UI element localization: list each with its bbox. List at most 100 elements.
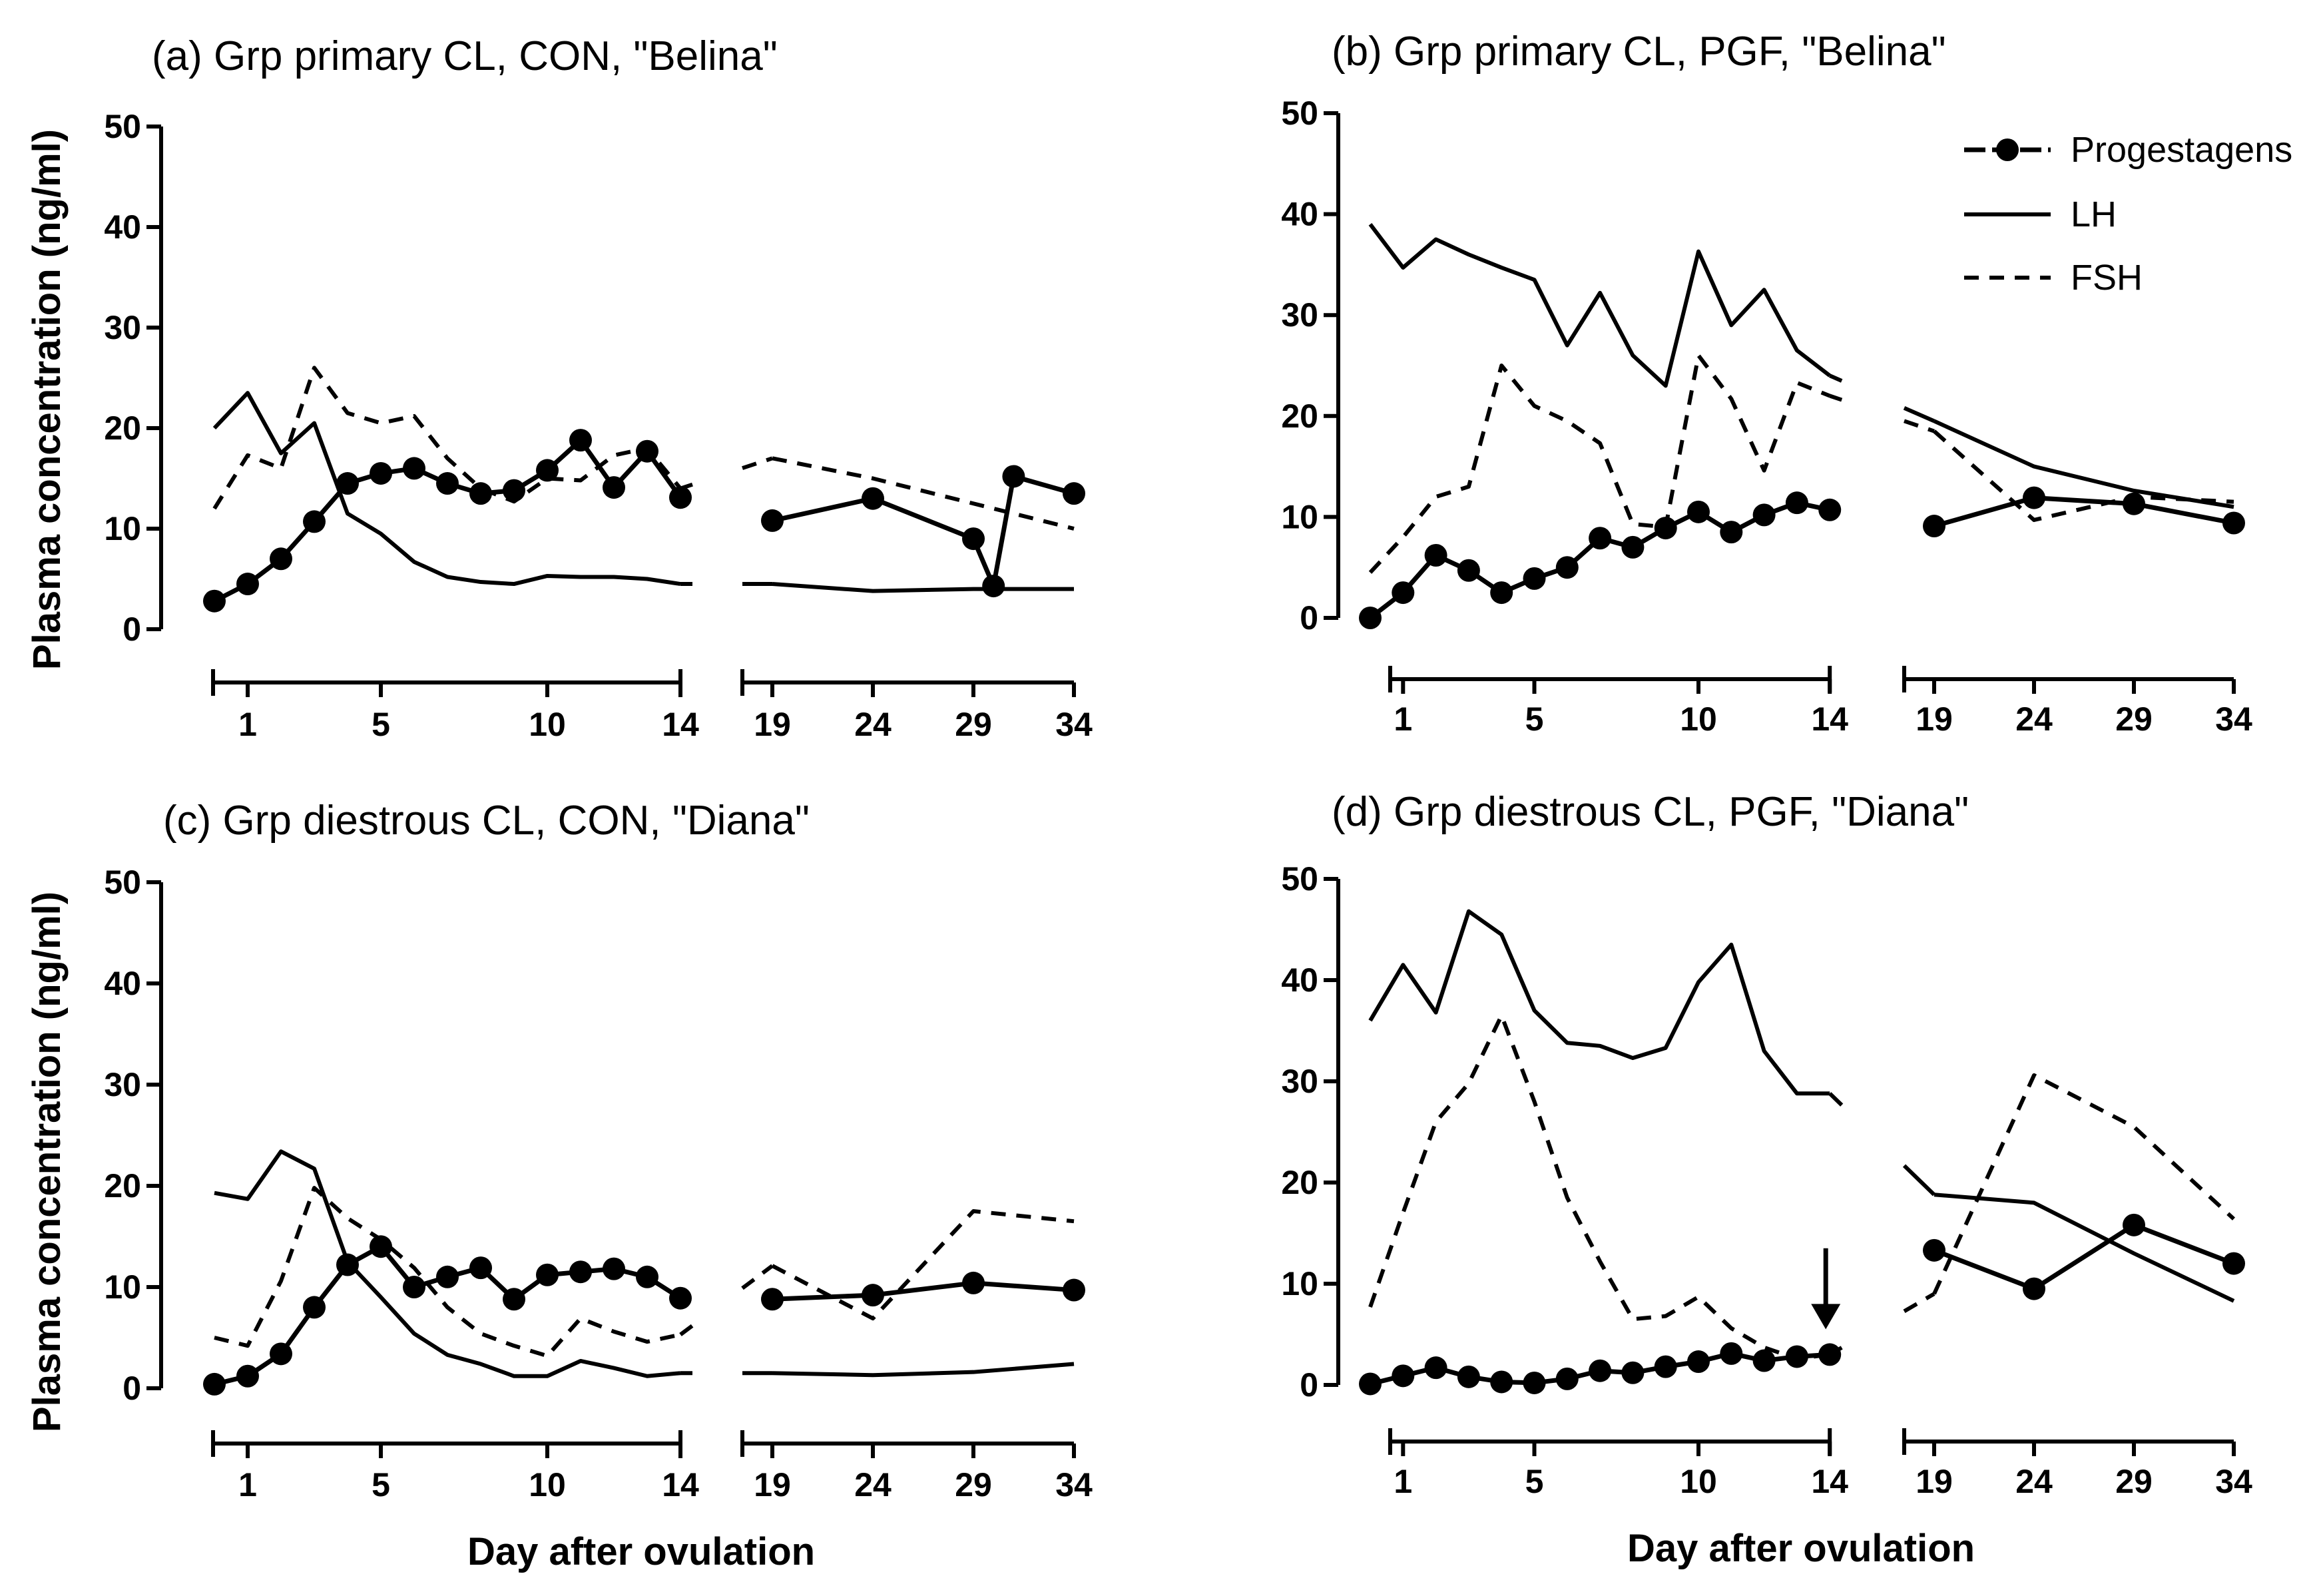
progestagens-point [403, 1276, 425, 1298]
progestagens-point [862, 1284, 884, 1307]
x-tick-label: 5 [372, 1466, 390, 1503]
series-lh-line-seg2 [772, 582, 1074, 593]
panel-a-title: (a) Grp primary CL, CON, "Belina" [152, 33, 778, 79]
x-tick-label: 1 [238, 706, 257, 743]
progestagens-point [862, 487, 884, 510]
legend-progestagens-label: Progestagens [2071, 130, 2292, 170]
y-tick-label: 30 [104, 309, 141, 346]
x-tick-label: 29 [955, 1466, 992, 1503]
progestagens-point [370, 461, 392, 485]
x-tick-label: 5 [372, 706, 390, 743]
y-tick-label: 20 [1281, 398, 1318, 435]
y-tick-label: 30 [1281, 296, 1318, 334]
x-tick-label: 1 [1394, 1463, 1412, 1500]
x-tick-label: 5 [1525, 700, 1544, 738]
pgf-arrow-head [1811, 1304, 1841, 1330]
series-lh-line-seg1 [1368, 222, 1832, 388]
progestagens-point [270, 547, 292, 571]
progestagens-point [2222, 511, 2245, 535]
x-tick-label: 10 [529, 706, 566, 743]
progestagens-point [1424, 544, 1447, 567]
y-tick-label: 50 [1281, 860, 1318, 898]
progestagens-point [436, 1265, 459, 1288]
series-fsh-line-seg1 [212, 366, 682, 510]
series-lh-line-seg1 [212, 391, 681, 587]
progestagens-point [1359, 1372, 1382, 1396]
x-tick-label: 24 [2015, 1463, 2053, 1500]
progestagens-point [236, 1364, 259, 1388]
series-fsh-line-seg1 [1368, 1013, 1830, 1361]
progestagens-point [1589, 1359, 1612, 1382]
series-lh-bridge [1828, 1092, 1844, 1107]
y-tick-label: 10 [104, 1268, 141, 1306]
progestagens-point [1555, 1367, 1579, 1390]
x-tick-label: 24 [854, 706, 892, 743]
progestagens-point [1392, 581, 1415, 605]
progestagens-point [2222, 1252, 2245, 1275]
y-tick-label: 20 [1281, 1164, 1318, 1201]
progestagens-point [270, 1342, 292, 1366]
progestagens-point [569, 429, 592, 452]
progestagens-point [503, 1288, 525, 1311]
progestagens-point [669, 486, 692, 509]
legend-progestagens-marker [1996, 138, 2019, 161]
progestagens-point [1063, 482, 1085, 505]
progestagens-point [303, 510, 326, 533]
progestagens-point [503, 479, 525, 502]
x-tick-label: 19 [754, 706, 791, 743]
series-lh-line-seg1 [1368, 909, 1830, 1096]
series-fsh-bridge [1903, 1292, 1935, 1313]
progestagens-point [1752, 503, 1776, 527]
progestagens-point [1002, 465, 1025, 488]
progestagens-point [962, 1271, 985, 1294]
progestagens-point [2123, 1213, 2145, 1236]
series-fsh-line-seg1 [214, 1186, 681, 1358]
progestagens-point [203, 589, 226, 613]
x-axis-label-right: Day after ovulation [1627, 1527, 1975, 1570]
panel-d-title: (d) Grp diestrous CL, PGF, "Diana" [1332, 789, 1969, 835]
progestagens-point [370, 1235, 392, 1258]
progestagens-point [236, 573, 259, 596]
progestagens-point [1654, 1355, 1677, 1378]
progestagens-point [1621, 535, 1645, 559]
y-tick-label: 30 [104, 1066, 141, 1103]
x-tick-label: 14 [662, 706, 699, 743]
x-tick-label: 10 [1680, 1463, 1717, 1500]
progestagens-point [761, 509, 784, 532]
progestagens-point [469, 482, 492, 505]
progestagens-point [1555, 556, 1579, 579]
progestagens-point [761, 1288, 784, 1311]
series-fsh-line-seg1 [1368, 353, 1831, 574]
y-tick-label: 40 [104, 965, 141, 1002]
progestagens-point [1720, 521, 1743, 544]
x-tick-label: 29 [2115, 1463, 2153, 1500]
x-tick-label: 34 [1055, 1466, 1093, 1503]
y-tick-label: 50 [104, 108, 141, 145]
progestagens-point [1392, 1364, 1415, 1388]
series-fsh-bridge [742, 456, 773, 470]
series-fsh-line-seg2 [1933, 429, 2234, 522]
x-tick-label: 24 [2015, 700, 2053, 738]
y-tick-label: 20 [104, 1167, 141, 1204]
progestagens-point [1523, 567, 1546, 590]
progestagens-point [436, 472, 459, 495]
progestagens-point [303, 1296, 326, 1319]
x-tick-label: 14 [662, 1466, 699, 1503]
series-lh-bridge [1902, 1164, 1936, 1197]
series-progestagens-line-seg2 [1933, 495, 2234, 529]
x-tick-label: 34 [2215, 700, 2252, 738]
x-tick-label: 10 [1680, 700, 1717, 738]
series-progestagens-line-seg2 [1933, 1222, 2235, 1292]
panel-c-title: (c) Grp diestrous CL, CON, "Diana" [163, 798, 810, 844]
progestagens-point [569, 1260, 592, 1284]
y-tick-label: 40 [1281, 196, 1318, 233]
x-tick-label: 14 [1811, 1463, 1848, 1500]
y-tick-label: 20 [104, 409, 141, 447]
y-tick-label: 0 [123, 611, 141, 648]
panel-c: (c) Grp diestrous CL, CON, "Diana" 0 10 20 3… [104, 798, 1093, 1503]
progestagens-point [1752, 1349, 1776, 1372]
progestagens-point [982, 575, 1005, 598]
legend-lh-label: LH [2071, 194, 2117, 234]
panel-d: (d) Grp diestrous CL, PGF, "Diana" 0 10 20 3… [1281, 789, 2252, 1500]
